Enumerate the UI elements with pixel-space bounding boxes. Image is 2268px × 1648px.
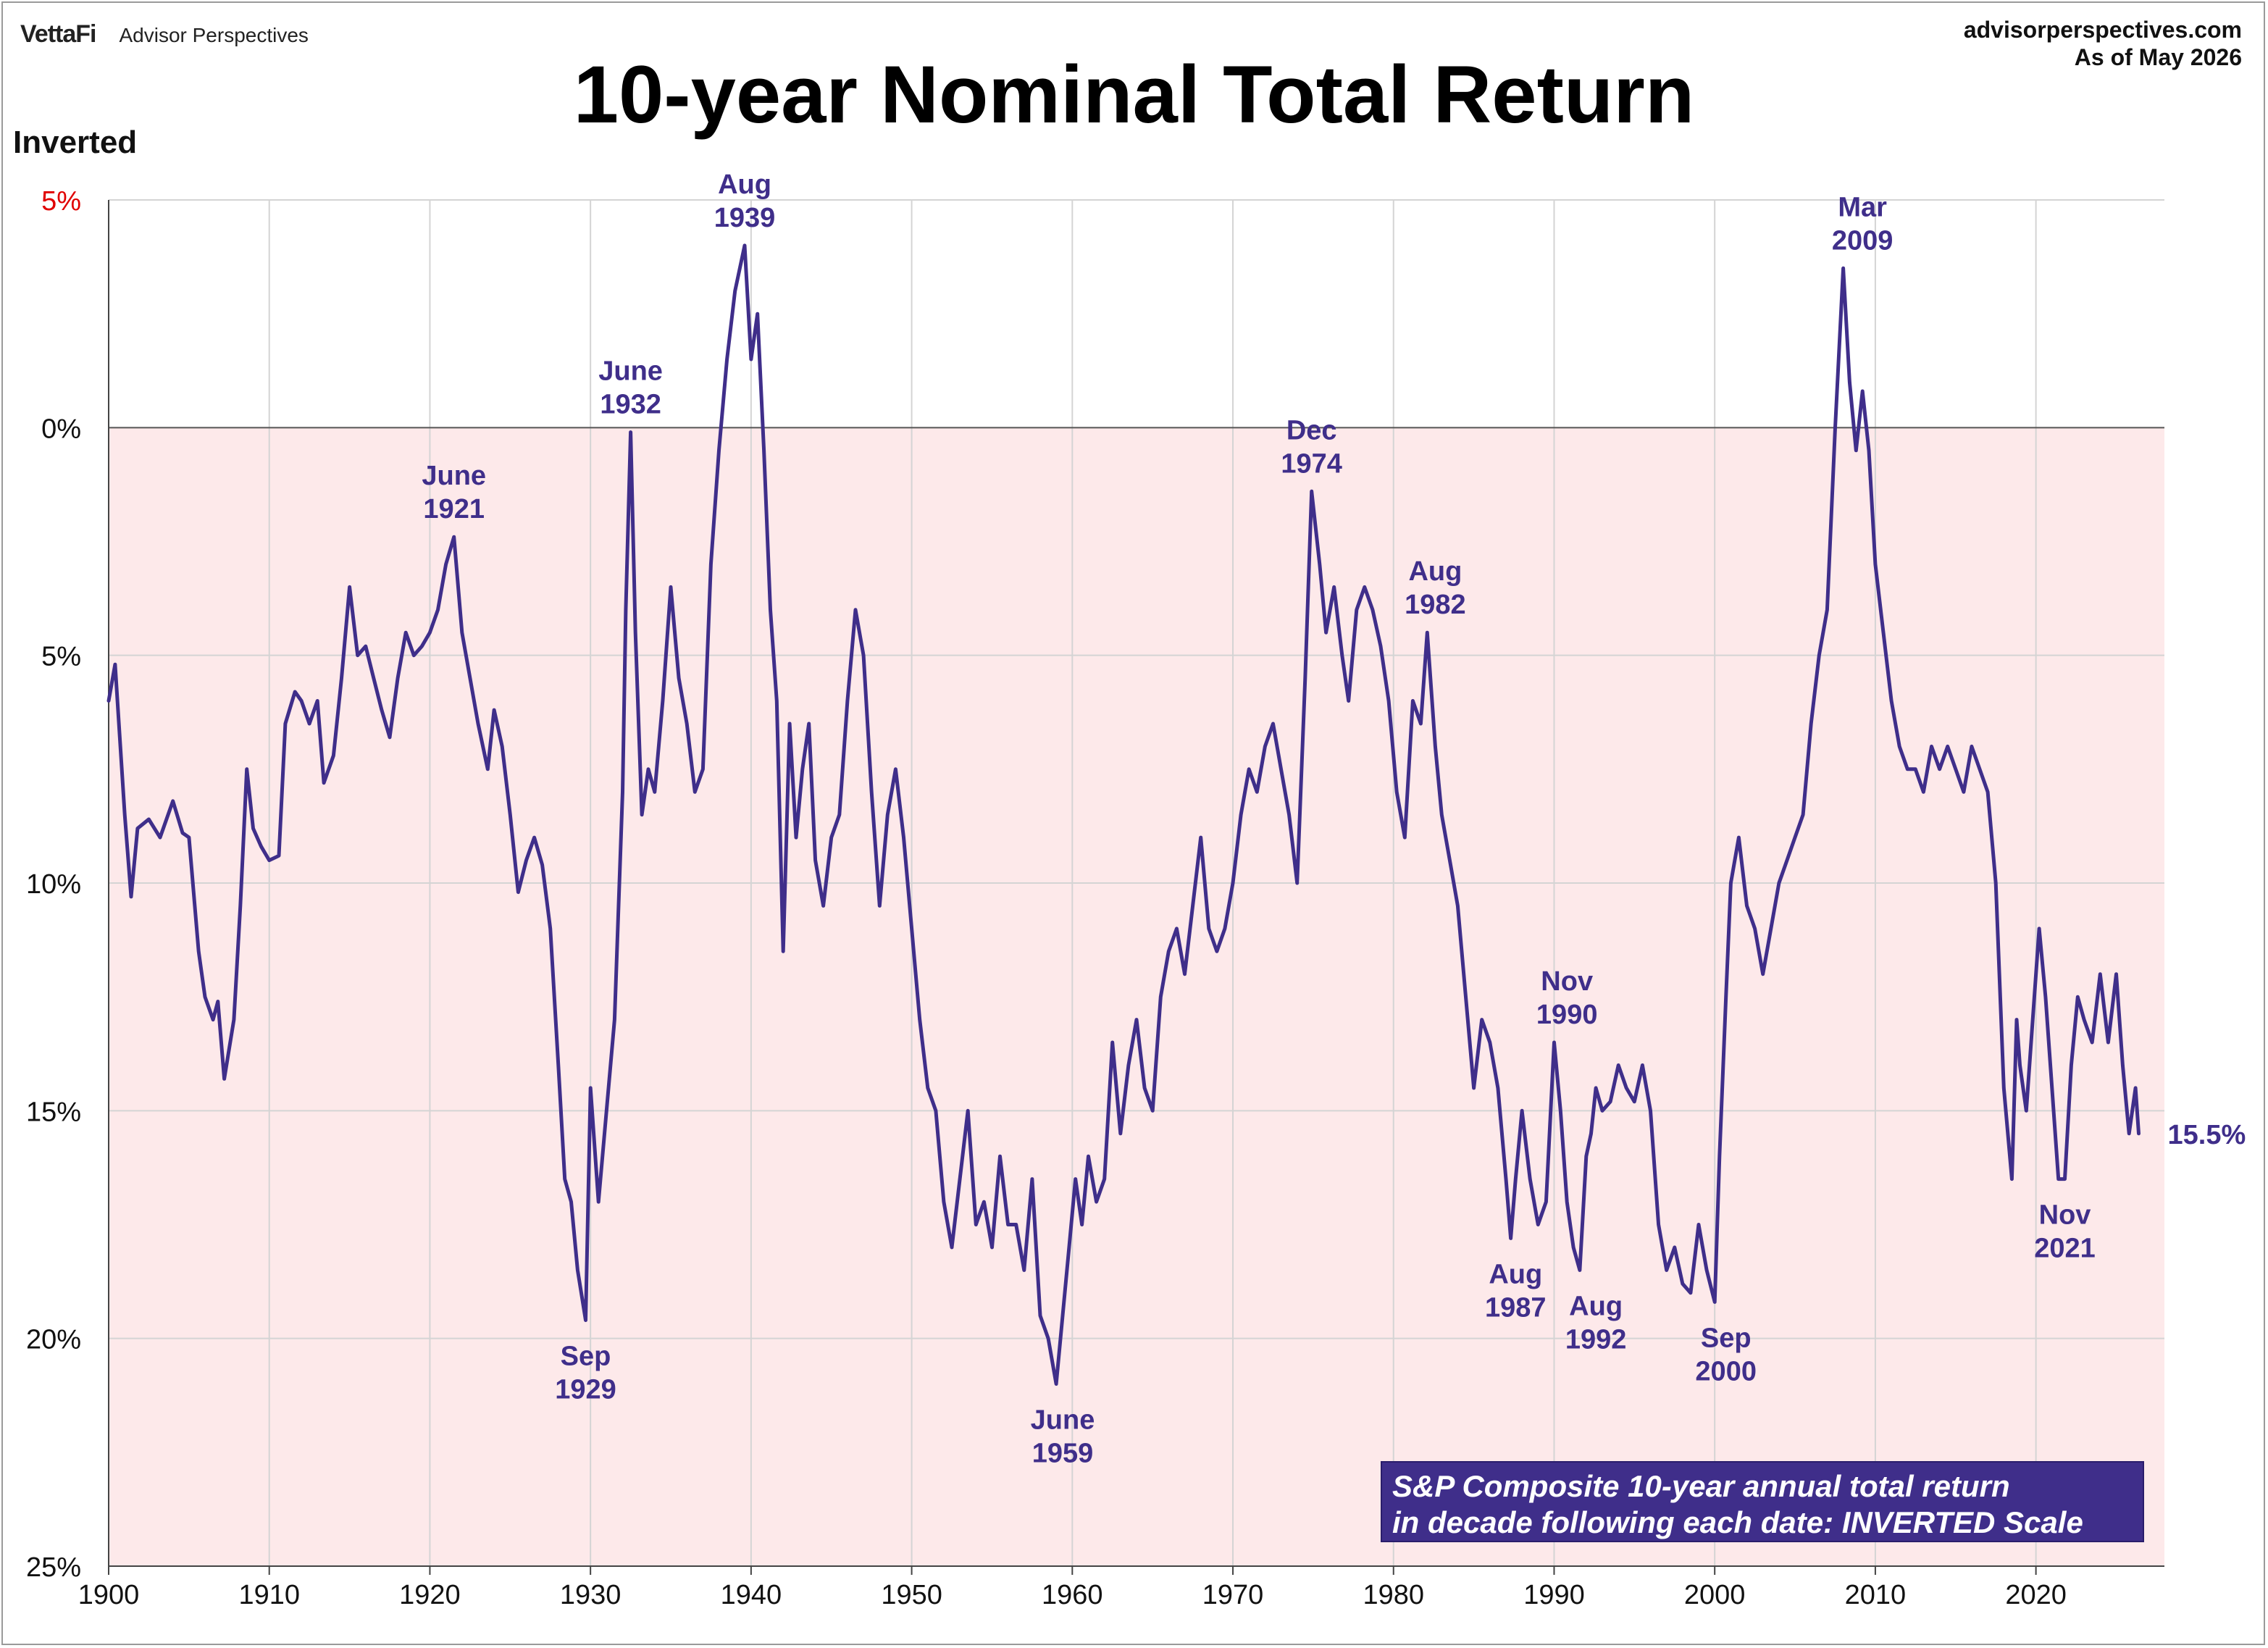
y-tick-label: 20% (26, 1325, 81, 1355)
y-tick-label: 5% (41, 186, 81, 217)
annotation-label: Aug 1939 (714, 170, 776, 233)
inverted-scale-label: Inverted (13, 125, 138, 160)
x-tick-label: 1960 (1042, 1580, 1103, 1610)
site-url: advisorperspectives.com (1963, 17, 2242, 43)
y-tick-label: 25% (26, 1552, 81, 1583)
x-tick-label: 2020 (2005, 1580, 2067, 1610)
annotation-label: Aug 1992 (1565, 1291, 1627, 1355)
x-tick-label: 1970 (1202, 1580, 1264, 1610)
as-of-date: As of May 2026 (2074, 44, 2242, 70)
x-tick-label: 1980 (1363, 1580, 1424, 1610)
x-tick-label: 1950 (881, 1580, 942, 1610)
annotation-label: Nov 1990 (1536, 966, 1598, 1030)
series-line (106, 243, 2141, 1386)
description-line-2: in decade following each date: INVERTED … (1392, 1505, 2083, 1539)
source-info: advisorperspectives.com As of May 2026 (1964, 16, 2242, 71)
advisor-perspectives-label: Advisor Perspectives (119, 24, 309, 46)
y-tick-label: 10% (26, 869, 81, 900)
x-tick-label: 1920 (399, 1580, 461, 1610)
x-tick-label: 2010 (1845, 1580, 1907, 1610)
annotation-label: Aug 1982 (1405, 556, 1466, 620)
description-line-1: S&P Composite 10-year annual total retur… (1392, 1469, 2010, 1503)
last-value-label: 15.5% (2168, 1120, 2246, 1150)
annotation-label: Dec 1974 (1281, 415, 1342, 479)
x-tick-label: 1990 (1523, 1580, 1585, 1610)
annotation-label: Sep 2000 (1695, 1323, 1757, 1386)
chart-title: 10-year Nominal Total Return (573, 49, 1695, 140)
annotation-label: June 1959 (1031, 1405, 1095, 1469)
y-tick-label: 15% (26, 1097, 81, 1127)
annotation-label: June 1921 (422, 461, 486, 524)
x-tick-label: 1900 (78, 1580, 140, 1610)
brand-header: VettaFi Advisor Perspectives (20, 20, 309, 49)
vettafi-logo: VettaFi (20, 20, 96, 48)
annotation-label: Sep 1929 (555, 1342, 616, 1405)
annotation-label: Mar 2009 (1832, 192, 1894, 256)
x-tick-label: 1930 (560, 1580, 622, 1610)
y-tick-label: 0% (41, 414, 81, 444)
x-tick-label: 1940 (721, 1580, 782, 1610)
y-tick-label: 5% (41, 642, 81, 672)
shaded-region (109, 427, 2164, 1567)
annotation-label: Nov 2021 (2034, 1200, 2096, 1264)
annotation-label: Aug 1987 (1485, 1259, 1547, 1323)
annotation-label: June 1932 (598, 356, 663, 420)
x-tick-label: 2000 (1684, 1580, 1746, 1610)
chart-description-box: S&P Composite 10-year annual total retur… (1381, 1461, 2144, 1542)
x-tick-label: 1910 (238, 1580, 300, 1610)
